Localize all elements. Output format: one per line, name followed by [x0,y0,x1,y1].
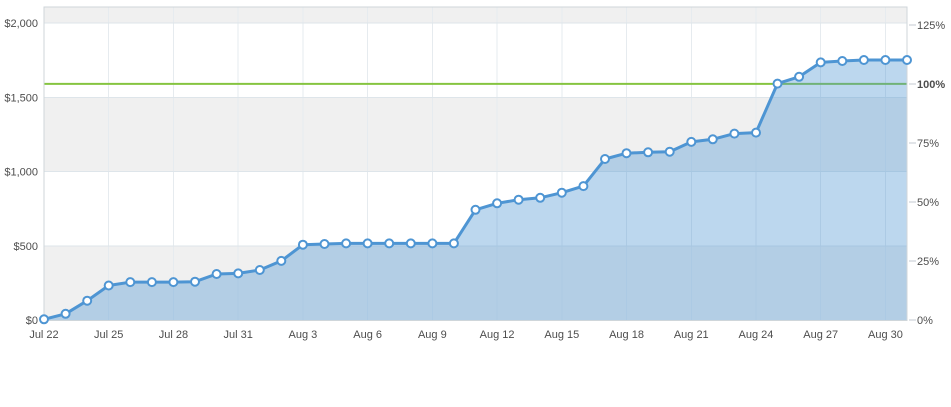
y-axis-percent-label: 50% [917,197,939,209]
data-point[interactable] [837,56,848,66]
data-point[interactable] [880,55,891,65]
data-point[interactable] [686,136,697,147]
x-axis-date-label: Aug 3 [289,329,318,341]
y-axis-dollar-label: $500 [14,241,38,253]
x-axis-date-label: Aug 15 [544,329,579,341]
x-axis-date-label: Aug 12 [480,329,515,341]
data-point[interactable] [427,238,438,249]
x-axis-date-label: Jul 31 [223,329,252,341]
data-point[interactable] [319,239,330,249]
data-point[interactable] [82,295,93,306]
data-point[interactable] [815,57,826,68]
x-axis-date-label: Jul 22 [29,329,58,341]
data-point[interactable] [858,55,869,65]
y-axis-percent-label: 75% [917,138,939,150]
x-axis-date-label: Jul 28 [159,329,188,341]
data-point[interactable] [103,280,114,291]
data-point[interactable] [362,238,373,249]
data-point[interactable] [190,276,200,287]
x-axis-date-label: Aug 24 [739,329,774,341]
data-point[interactable] [448,238,459,249]
data-point[interactable] [341,238,352,249]
x-axis-date-label: Aug 18 [609,329,644,341]
y-axis-dollar-label: $2,000 [4,18,38,30]
goal-percent-label: 100% [917,79,945,91]
data-point[interactable] [211,269,222,279]
data-point[interactable] [600,154,610,164]
x-axis-date-label: Aug 27 [803,329,838,341]
y-axis-dollar-label: $1,000 [4,167,38,179]
data-point[interactable] [535,192,546,203]
data-point[interactable] [902,55,912,65]
x-axis-date-label: Aug 30 [868,329,903,341]
data-point[interactable] [276,255,287,266]
data-point[interactable] [621,148,632,159]
data-point[interactable] [125,277,136,288]
data-point[interactable] [297,239,308,250]
data-point[interactable] [729,128,740,139]
data-point[interactable] [556,187,567,198]
y-axis-percent-label: 125% [917,20,945,32]
data-point[interactable] [751,127,761,138]
data-point[interactable] [492,198,503,209]
data-point[interactable] [168,277,179,288]
data-point[interactable] [470,204,481,215]
y-axis-percent-label: 0% [917,315,933,327]
data-point[interactable] [233,268,244,279]
plot-border [43,6,908,321]
data-point[interactable] [794,71,805,82]
data-point[interactable] [384,238,395,249]
plot-band [44,97,907,172]
data-point[interactable] [578,181,589,192]
data-point[interactable] [772,78,783,89]
x-axis-date-label: Aug 21 [674,329,709,341]
data-point[interactable] [146,277,157,288]
data-point[interactable] [643,147,654,158]
y-axis-percent-label: 25% [917,256,939,268]
x-axis-date-label: Jul 25 [94,329,123,341]
x-axis-date-label: Aug 6 [353,329,382,341]
data-point[interactable] [39,314,49,325]
data-point[interactable] [254,265,265,275]
data-point[interactable] [405,238,416,249]
data-point[interactable] [60,308,71,319]
data-point[interactable] [664,146,675,157]
y-axis-dollar-label: $0 [26,315,38,327]
data-point[interactable] [513,194,524,205]
data-point[interactable] [707,134,718,145]
y-axis-dollar-label: $1,500 [4,92,38,104]
x-axis-date-label: Aug 9 [418,329,447,341]
series-area-fill [44,60,907,321]
